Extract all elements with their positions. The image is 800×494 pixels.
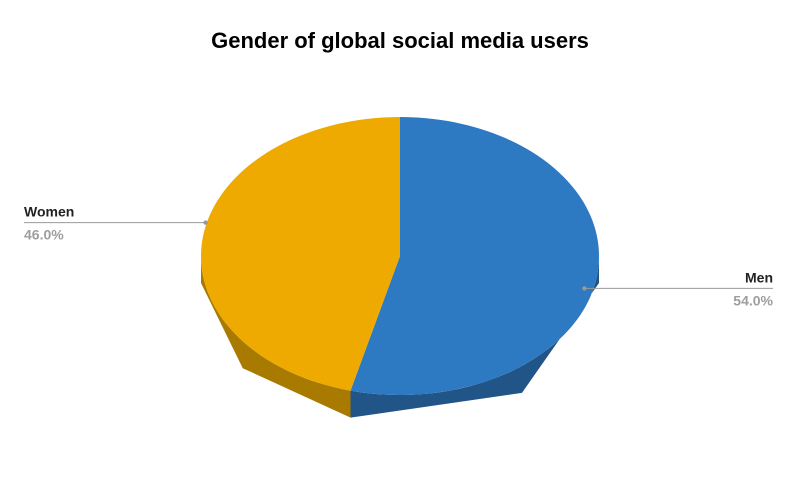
leader-dot-men bbox=[582, 286, 587, 291]
pie-slice-women[interactable] bbox=[201, 117, 400, 391]
slice-value-women: 46.0% bbox=[24, 227, 64, 243]
pie-side-men bbox=[350, 256, 599, 418]
chart-title: Gender of global social media users bbox=[211, 28, 589, 53]
slice-label-men: Men bbox=[745, 269, 773, 285]
pie-slice-men[interactable] bbox=[350, 117, 599, 395]
leader-dot-women bbox=[203, 220, 208, 225]
slice-label-women: Women bbox=[24, 204, 74, 220]
pie-side-women bbox=[201, 256, 351, 418]
slice-value-men: 54.0% bbox=[733, 292, 773, 308]
